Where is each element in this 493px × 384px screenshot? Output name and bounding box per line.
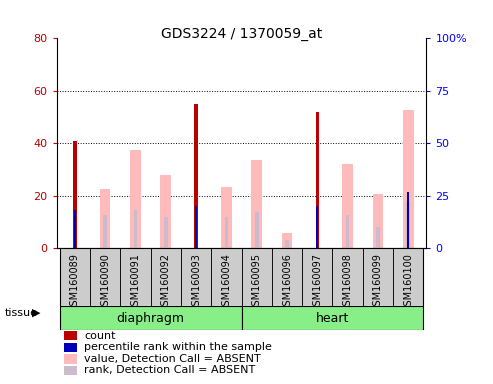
Bar bbox=[194, 104, 198, 248]
Text: GSM160099: GSM160099 bbox=[373, 253, 383, 312]
Text: percentile rank within the sample: percentile rank within the sample bbox=[84, 342, 272, 352]
Text: GSM160094: GSM160094 bbox=[221, 253, 231, 312]
Bar bbox=[363, 248, 393, 306]
Text: GSM160092: GSM160092 bbox=[161, 253, 171, 312]
Bar bbox=[242, 306, 423, 330]
Bar bbox=[130, 149, 141, 248]
Bar bbox=[164, 217, 168, 248]
Bar bbox=[64, 331, 77, 340]
Bar bbox=[90, 248, 120, 306]
Bar bbox=[342, 164, 353, 248]
Bar bbox=[100, 189, 110, 248]
Bar bbox=[317, 206, 318, 248]
Bar bbox=[64, 343, 77, 352]
Bar bbox=[407, 192, 409, 248]
Bar bbox=[211, 248, 242, 306]
Text: GSM160100: GSM160100 bbox=[403, 253, 413, 312]
Bar bbox=[225, 217, 228, 248]
Bar bbox=[332, 248, 363, 306]
Text: GSM160093: GSM160093 bbox=[191, 253, 201, 312]
Bar bbox=[251, 160, 262, 248]
Text: rank, Detection Call = ABSENT: rank, Detection Call = ABSENT bbox=[84, 366, 256, 376]
Bar bbox=[134, 210, 138, 248]
Bar bbox=[302, 248, 332, 306]
Bar bbox=[316, 112, 319, 248]
Bar bbox=[242, 248, 272, 306]
Text: tissue: tissue bbox=[5, 308, 38, 318]
Bar bbox=[255, 212, 258, 248]
Bar bbox=[120, 248, 151, 306]
Text: GSM160097: GSM160097 bbox=[313, 253, 322, 312]
Bar bbox=[376, 227, 380, 248]
Text: GSM160096: GSM160096 bbox=[282, 253, 292, 312]
Text: value, Detection Call = ABSENT: value, Detection Call = ABSENT bbox=[84, 354, 261, 364]
Bar bbox=[64, 354, 77, 364]
Text: diaphragm: diaphragm bbox=[117, 311, 185, 324]
Bar bbox=[393, 248, 423, 306]
Bar bbox=[272, 248, 302, 306]
Bar bbox=[151, 248, 181, 306]
Text: count: count bbox=[84, 331, 116, 341]
Text: GDS3224 / 1370059_at: GDS3224 / 1370059_at bbox=[161, 27, 322, 41]
Bar bbox=[285, 240, 289, 248]
Bar bbox=[74, 210, 76, 248]
Bar bbox=[195, 206, 197, 248]
Bar bbox=[104, 215, 107, 248]
Bar bbox=[346, 215, 350, 248]
Bar bbox=[60, 306, 242, 330]
Text: GSM160090: GSM160090 bbox=[100, 253, 110, 312]
Text: GSM160089: GSM160089 bbox=[70, 253, 80, 312]
Bar bbox=[373, 194, 383, 248]
Text: GSM160091: GSM160091 bbox=[131, 253, 141, 312]
Text: ▶: ▶ bbox=[32, 308, 40, 318]
Bar bbox=[161, 175, 171, 248]
Bar bbox=[282, 233, 292, 248]
Bar bbox=[73, 141, 77, 248]
Bar bbox=[221, 187, 232, 248]
Bar bbox=[406, 202, 410, 248]
Text: heart: heart bbox=[316, 311, 349, 324]
Bar bbox=[181, 248, 211, 306]
Text: GSM160095: GSM160095 bbox=[252, 253, 262, 312]
Bar bbox=[403, 110, 414, 248]
Bar bbox=[60, 248, 90, 306]
Bar bbox=[64, 366, 77, 375]
Text: GSM160098: GSM160098 bbox=[343, 253, 352, 312]
